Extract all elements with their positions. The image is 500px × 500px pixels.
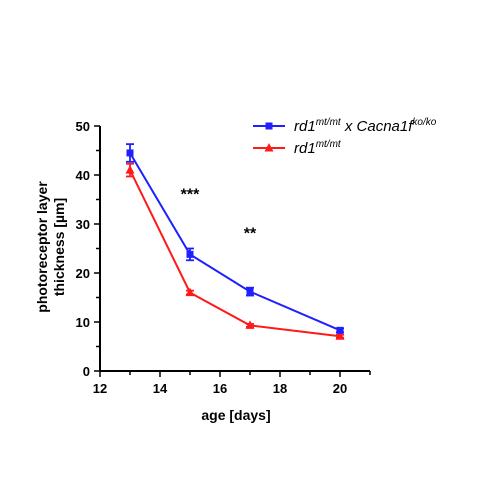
- y-axis-title-line2: thickness [µm]: [51, 198, 67, 296]
- data-point: [336, 326, 344, 334]
- y-tick-label: 0: [83, 364, 90, 379]
- data-point: [245, 320, 255, 329]
- x-tick-label: 18: [273, 381, 287, 396]
- significance-annotation: **: [244, 226, 257, 243]
- series-line: [129, 169, 341, 338]
- legend-superscript: mt/mt: [316, 139, 342, 150]
- series-1: [126, 143, 344, 334]
- data-point: [185, 287, 195, 297]
- y-tick-label: 40: [76, 168, 90, 183]
- significance-annotation: ***: [181, 187, 200, 204]
- data-point: [246, 288, 254, 296]
- legend-label: rd1mt/mt x Cacna1fko/ko: [294, 117, 437, 135]
- y-tick-label: 10: [76, 315, 90, 330]
- y-tick-label: 30: [76, 217, 90, 232]
- x-tick-label: 12: [93, 381, 107, 396]
- x-tick-label: 20: [333, 381, 347, 396]
- legend-text-part: rd1: [294, 118, 316, 135]
- y-tick-label: 50: [76, 119, 90, 134]
- data-point: [125, 165, 135, 174]
- annotations: *****: [181, 187, 257, 243]
- data-point: [126, 149, 134, 157]
- axes: 0 10 20 30 40 50 12 14 16 18 20: [76, 119, 371, 396]
- series-line: [129, 152, 341, 332]
- legend-text-part: rd1: [294, 140, 316, 157]
- legend-item-1: rd1mt/mt x Cacna1fko/ko: [253, 117, 437, 135]
- legend-marker: [264, 143, 274, 152]
- legend-marker: [265, 122, 273, 130]
- legend-text-part: x Cacna1f: [341, 118, 415, 135]
- x-tick-label: 14: [153, 381, 168, 396]
- y-axis-title-line1: photoreceptor layer: [34, 181, 50, 313]
- legend-superscript: mt/mt: [316, 117, 342, 128]
- legend-superscript: ko/ko: [412, 117, 436, 128]
- series-2: [125, 162, 345, 340]
- data-point: [186, 250, 194, 258]
- y-tick-label: 20: [76, 266, 90, 281]
- legend-label: rd1mt/mt: [294, 139, 342, 157]
- series-layer: [125, 143, 345, 340]
- legend-item-2: rd1mt/mt: [253, 139, 342, 157]
- x-tick-label: 16: [213, 381, 227, 396]
- data-point: [335, 331, 345, 340]
- x-axis-title: age [days]: [201, 407, 270, 423]
